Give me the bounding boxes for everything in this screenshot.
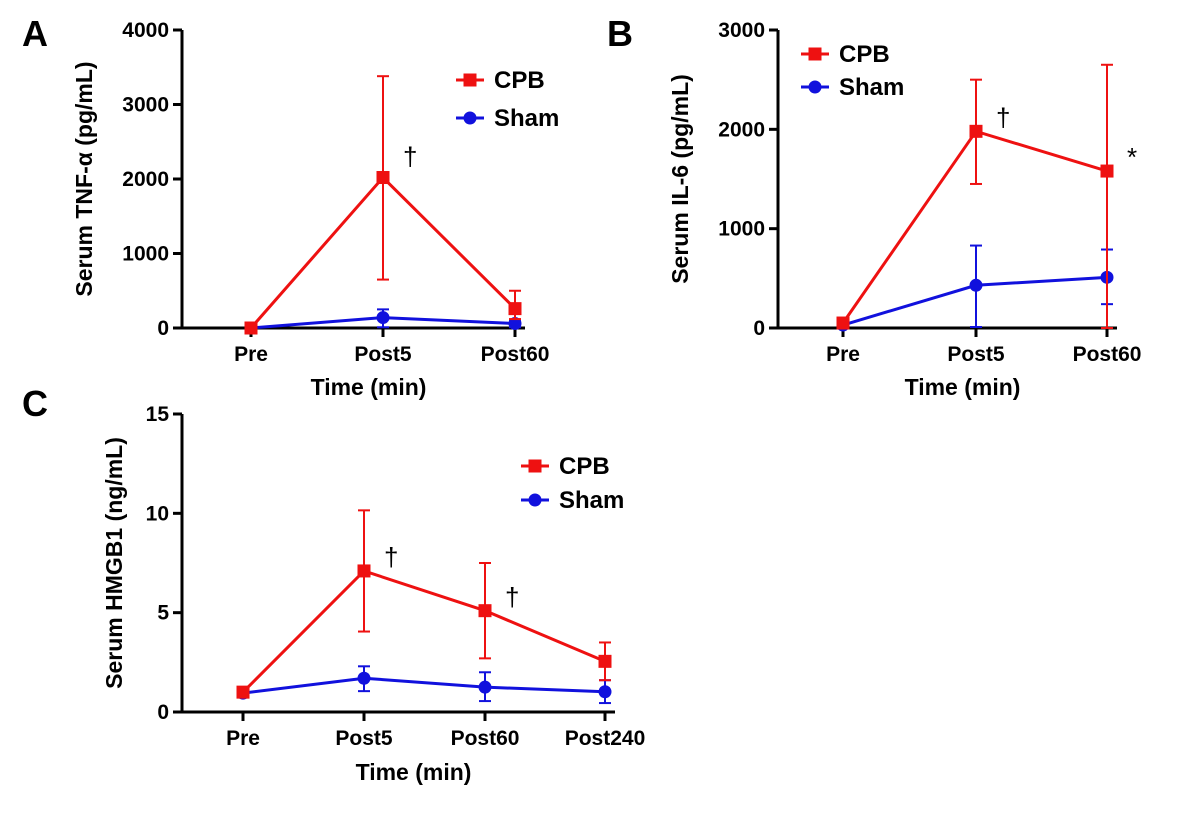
chart-panel-b: B 0 1000 2000 3000 Pre Post5 Post60 Time (min) Se…: [607, 13, 1141, 400]
y-tick-label: 3000: [122, 94, 169, 117]
x-tick-label: Pre: [826, 343, 860, 366]
cpb-series-line: [241, 569, 606, 694]
y-axis-title: Serum IL-6 (pg/mL): [667, 74, 693, 284]
y-tick-label: 1000: [122, 243, 169, 266]
y-tick-label: 0: [157, 701, 169, 724]
cpb-point: [478, 604, 492, 618]
y-tick-label: 0: [753, 317, 765, 340]
cpb-point: [357, 564, 371, 578]
cpb-point: [969, 124, 983, 138]
y-tick-label: 5: [157, 602, 169, 625]
panel-letter: B: [607, 13, 633, 54]
x-tick-label: Post5: [947, 343, 1005, 366]
cpb-legend-marker: [463, 73, 477, 87]
cpb-legend-marker: [528, 459, 542, 473]
sham-point: [598, 685, 612, 699]
y-tick-label: 1000: [718, 218, 765, 241]
panel-letter: A: [22, 13, 48, 54]
y-axis-title: Serum TNF-α (pg/mL): [71, 61, 97, 296]
significance-mark: †: [384, 542, 398, 572]
x-tick-label: Post240: [565, 727, 646, 750]
y-axis-title: Serum HMGB1 (ng/mL): [101, 437, 127, 689]
x-axis-title: Time (min): [356, 759, 472, 785]
sham-legend-label: Sham: [494, 105, 559, 132]
y-tick-label: 4000: [122, 19, 169, 42]
x-axis-title: Time (min): [905, 374, 1021, 400]
significance-mark: †: [505, 582, 519, 612]
chart-panel-a: A 0 1000 2000 3000 4000 Pre Post5 Post60 Time (mi…: [22, 13, 559, 400]
cpb-point: [598, 654, 612, 668]
cpb-point: [1100, 164, 1114, 178]
sham-series-line: [242, 676, 606, 695]
significance-mark: *: [1127, 142, 1137, 172]
cpb-point: [236, 685, 250, 699]
significance-mark: †: [996, 102, 1010, 132]
x-tick-label: Post60: [1073, 343, 1142, 366]
y-tick-label: 0: [157, 317, 169, 340]
x-tick-label: Post60: [451, 727, 520, 750]
significance-mark: †: [403, 142, 417, 172]
sham-legend-marker: [808, 80, 822, 94]
y-tick-label: 2000: [718, 118, 765, 141]
cpb-point: [508, 302, 522, 316]
sham-point: [478, 680, 492, 694]
sham-legend-marker: [463, 111, 477, 125]
cpb-point: [244, 321, 258, 335]
sham-point: [357, 671, 371, 685]
sham-point: [969, 278, 983, 292]
x-tick-label: Post5: [354, 343, 412, 366]
y-tick-label: 15: [146, 403, 170, 426]
cpb-legend-label: CPB: [494, 67, 545, 94]
x-tick-label: Pre: [234, 343, 268, 366]
sham-legend-label: Sham: [839, 74, 904, 101]
x-tick-label: Post5: [335, 727, 393, 750]
cpb-point: [836, 316, 850, 330]
cpb-point: [376, 171, 390, 185]
x-axis-title: Time (min): [311, 374, 427, 400]
cpb-legend-marker: [808, 47, 822, 61]
x-tick-label: Post60: [481, 343, 550, 366]
cpb-legend-label: CPB: [839, 41, 890, 68]
y-tick-label: 2000: [122, 168, 169, 191]
y-tick-label: 10: [146, 502, 169, 525]
y-tick-label: 3000: [718, 19, 765, 42]
chart-panel-c: C 0 5 10 15 Pre Post5 Post60 Post240 Time (min) Se…: [22, 383, 645, 785]
sham-legend-label: Sham: [559, 487, 624, 514]
panel-letter: C: [22, 383, 48, 424]
x-tick-label: Pre: [226, 727, 260, 750]
sham-point: [508, 317, 522, 331]
sham-legend-marker: [528, 493, 542, 507]
sham-point: [376, 311, 390, 325]
cpb-legend-label: CPB: [559, 453, 610, 480]
